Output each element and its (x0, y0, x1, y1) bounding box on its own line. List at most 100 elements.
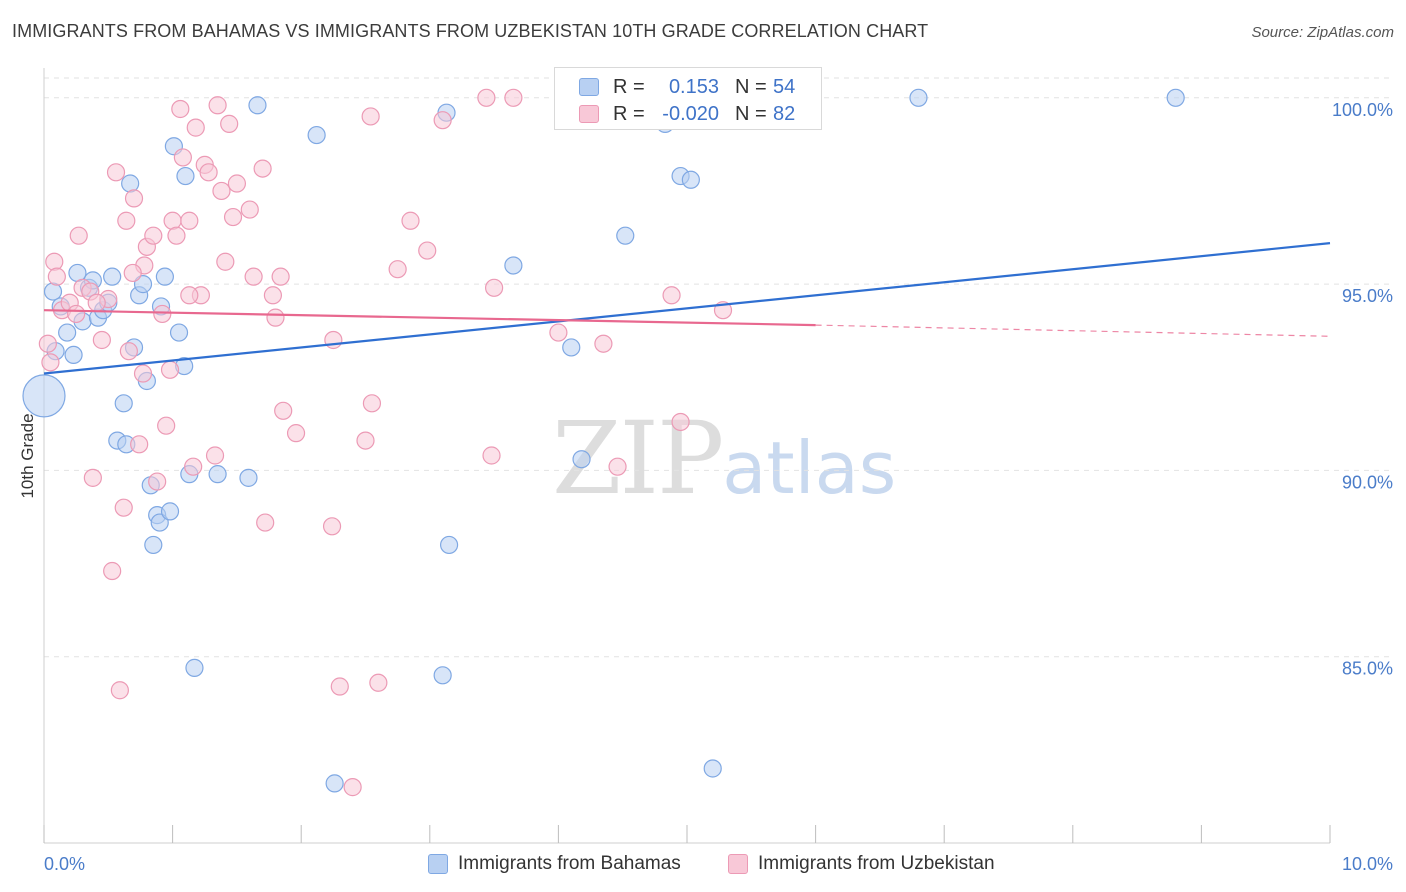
uzbekistan-point (153, 304, 172, 324)
bahamas-point (616, 226, 635, 245)
bahamas-point (248, 96, 267, 115)
bahamas-point (176, 166, 195, 186)
uzbekistan-point (212, 181, 231, 201)
bahamas-point (150, 513, 169, 532)
uzbekistan-point (361, 107, 380, 126)
n-label: N = (735, 103, 767, 125)
uzbekistan-point (608, 457, 627, 476)
bahamas-point (909, 88, 928, 107)
r-value: -0.020 (662, 103, 719, 125)
stats-legend-row-uzbekistan: R = -0.020 N = 82 (555, 100, 821, 128)
uzbekistan-point (144, 226, 163, 245)
bahamas-point (22, 374, 66, 418)
uzbekistan-point (124, 189, 144, 208)
y-tick-label: 85.0% (1342, 659, 1393, 679)
uzbekistan-point (199, 163, 218, 182)
uzbekistan-point (157, 416, 176, 435)
bahamas-point (325, 774, 344, 793)
uzbekistan-point (184, 457, 203, 476)
uzbekistan-point (106, 163, 126, 182)
uzbekistan-point (401, 211, 420, 230)
uzbekistan-point (69, 226, 88, 245)
bahamas-point (439, 535, 459, 555)
axes (43, 68, 1331, 844)
bahamas-point (185, 658, 204, 677)
uzbekistan-point (171, 99, 190, 119)
uzbekistan-point (103, 561, 122, 581)
uzbekistan-point (123, 263, 142, 283)
bahamas-point (144, 535, 163, 555)
bahamas-point (169, 323, 189, 342)
uzbekistan-point (173, 148, 192, 167)
uzbekistan-point (322, 517, 342, 536)
x-tick-label: 10.0% (1342, 854, 1393, 874)
source-credit: Source: ZipAtlas.com (1251, 24, 1394, 41)
uzbekistan-point (163, 211, 182, 230)
bahamas-point (64, 345, 83, 364)
uzbekistan-point (482, 446, 501, 465)
uzbekistan-point (148, 472, 167, 491)
uzbekistan-point (41, 353, 60, 372)
uzbekistan-point (362, 394, 382, 413)
n-label: N = (735, 76, 767, 98)
bahamas-point (208, 465, 227, 484)
stats-legend-row-bahamas: R = 0.153 N = 54 (555, 73, 821, 101)
uzbekistan-point (388, 260, 407, 279)
y-tick-label: 100.0% (1332, 100, 1393, 120)
bahamas-point (572, 450, 591, 469)
uzbekistan-point (671, 412, 690, 432)
uzbekistan-point (110, 681, 129, 700)
uzbekistan-point (130, 435, 149, 454)
y-tick-label: 95.0% (1342, 286, 1393, 306)
gridlines (44, 77, 1392, 658)
uzbekistan-point (216, 252, 235, 271)
bahamas-point (155, 267, 174, 286)
legend-label: Immigrants from Uzbekistan (758, 853, 995, 874)
data-points (22, 88, 1185, 797)
uzbekistan-point (343, 778, 362, 797)
bahamas-point (121, 174, 140, 193)
uzbekistan-point (160, 360, 180, 379)
n-value: 82 (773, 103, 796, 125)
bahamas-point (160, 502, 180, 521)
uzbekistan-trend-extrapolation (815, 324, 1331, 337)
uzbekistan-point (38, 334, 57, 353)
uzbekistan-point (433, 111, 452, 130)
uzbekistan-point (83, 468, 102, 487)
uzbekistan-point (356, 431, 375, 450)
uzbekistan-swatch (728, 854, 748, 874)
uzbekistan-point (286, 424, 306, 443)
y-tick-label: 90.0% (1342, 472, 1393, 492)
uzbekistan-point (186, 118, 205, 137)
uzbekistan-point (369, 673, 388, 692)
uzbekistan-point (324, 330, 343, 350)
bahamas-trend-line (43, 242, 1331, 375)
bahamas-point (239, 468, 258, 487)
uzbekistan-point (47, 267, 66, 286)
uzbekistan-trend-line (43, 309, 816, 327)
bahamas-point (133, 275, 153, 294)
uzbekistan-point (205, 446, 225, 465)
bahamas-swatch (428, 854, 448, 874)
uzbekistan-point (274, 401, 293, 420)
uzbekistan-point (594, 334, 613, 353)
uzbekistan-point (485, 278, 504, 297)
series-legend: Immigrants from Bahamas Immigrants from … (0, 853, 1406, 877)
uzbekistan-point (117, 211, 136, 230)
uzbekistan-point (180, 286, 199, 305)
uzbekistan-point (92, 330, 111, 350)
uzbekistan-point (180, 211, 199, 230)
bahamas-point (103, 267, 122, 286)
uzbekistan-point (263, 286, 283, 305)
uzbekistan-point (330, 677, 349, 696)
r-value: 0.153 (668, 76, 719, 98)
n-value: 54 (773, 76, 796, 98)
bahamas-point (504, 256, 523, 275)
bahamas-point (1166, 88, 1185, 107)
r-label: R = (613, 76, 645, 98)
bahamas-point (681, 170, 700, 189)
uzbekistan-point (227, 174, 246, 193)
legend-label: Immigrants from Bahamas (458, 853, 681, 874)
stats-legend: R = 0.153 N = 54 R = -0.020 N = 82 (554, 67, 822, 130)
